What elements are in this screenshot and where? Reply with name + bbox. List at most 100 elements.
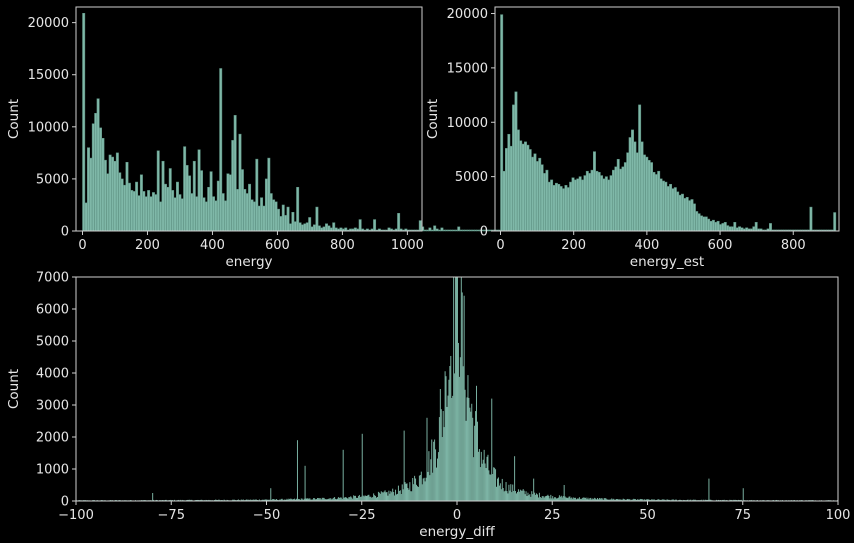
- histogram-bar: [638, 499, 640, 501]
- histogram-bar: [709, 220, 713, 232]
- histogram-bar: [647, 160, 651, 232]
- histogram-bar: [697, 213, 701, 232]
- histogram-bar: [250, 199, 254, 232]
- histogram-bar: [315, 499, 317, 501]
- histogram-bar: [528, 495, 530, 501]
- histogram-bar: [661, 180, 665, 232]
- histogram-bar: [447, 229, 451, 232]
- histogram-bar: [593, 151, 596, 232]
- histogram-bar: [653, 499, 655, 501]
- histogram-bar: [267, 157, 271, 232]
- histogram-bar: [535, 161, 539, 232]
- histogram-bar: [477, 451, 479, 501]
- histogram-bar: [286, 206, 290, 232]
- histogram-bar: [578, 497, 580, 501]
- histogram-bar: [256, 499, 257, 501]
- histogram-bar: [291, 212, 295, 232]
- histogram-bar: [332, 498, 334, 501]
- histogram-bar: [280, 498, 282, 501]
- histogram-bar: [637, 499, 638, 501]
- histogram-bar: [464, 389, 466, 501]
- histogram-bar: [186, 499, 188, 501]
- histogram-bar: [633, 498, 635, 501]
- histogram-bar: [454, 229, 458, 232]
- histogram-bar: [432, 472, 434, 501]
- histogram-bar: [350, 496, 352, 501]
- histogram-bar: [539, 497, 541, 501]
- histogram-bar: [600, 175, 604, 232]
- histogram-bar: [429, 475, 431, 501]
- histogram-bar: [662, 499, 664, 501]
- histogram-bar: [667, 499, 669, 501]
- histogram-bar: [269, 193, 273, 232]
- histogram-bar: [322, 226, 326, 232]
- histogram-bar: [613, 498, 615, 501]
- histogram-bar: [379, 493, 381, 501]
- histogram-bar: [326, 499, 328, 501]
- histogram-bar: [115, 152, 119, 232]
- histogram-bar: [439, 389, 441, 501]
- histogram-bar: [118, 172, 122, 232]
- histogram-bar: [663, 499, 665, 501]
- histogram-bar: [683, 198, 687, 232]
- histogram-bar: [273, 499, 275, 501]
- histogram-bar: [425, 477, 427, 501]
- histogram-bar: [618, 499, 620, 501]
- histogram-bar: [347, 498, 349, 501]
- histogram-bar: [197, 499, 199, 501]
- histogram-bar: [120, 178, 124, 232]
- histogram-bar: [621, 166, 625, 232]
- histogram-bar: [366, 495, 368, 501]
- histogram-bar: [228, 174, 232, 232]
- histogram-bar: [472, 417, 474, 501]
- histogram-bar: [337, 497, 339, 501]
- histogram-bar: [389, 493, 391, 501]
- histogram-bar: [672, 499, 674, 501]
- histogram-bar: [420, 471, 422, 501]
- y-tick-label: 7000: [36, 271, 69, 286]
- histogram-bar: [287, 499, 289, 501]
- histogram-bar: [299, 499, 301, 501]
- histogram-bar: [546, 495, 548, 501]
- histogram-bar: [373, 493, 375, 501]
- histogram-bar: [492, 474, 494, 501]
- histogram-bar: [99, 127, 102, 232]
- histogram-bar: [728, 226, 732, 232]
- histogram-bar: [488, 229, 492, 232]
- histogram-bar: [633, 141, 637, 232]
- histogram-bar: [714, 222, 718, 232]
- histogram-bar: [652, 499, 654, 501]
- histogram-bar: [377, 491, 379, 501]
- histogram-bar: [348, 497, 350, 501]
- histogram-bar: [480, 451, 482, 501]
- histogram-bar: [457, 226, 461, 232]
- bars: [500, 14, 837, 232]
- histogram-bar: [388, 490, 390, 501]
- histogram-bar: [200, 499, 202, 501]
- histogram-bar: [94, 113, 98, 232]
- histogram-bar: [448, 379, 450, 501]
- histogram-bar: [583, 497, 585, 501]
- histogram-bar: [532, 494, 534, 501]
- histogram-bar: [597, 498, 598, 501]
- histogram-bar: [260, 197, 264, 232]
- histogram-bar: [522, 489, 524, 501]
- histogram-bar: [137, 195, 141, 232]
- histogram-bar: [597, 499, 599, 501]
- histogram-bar: [512, 484, 514, 501]
- histogram-bar: [514, 456, 516, 501]
- histogram-bar: [708, 478, 710, 501]
- histogram-bar: [673, 499, 675, 501]
- histogram-bar: [577, 498, 578, 501]
- histogram-bar: [549, 498, 551, 501]
- histogram-bar: [438, 229, 441, 232]
- histogram-bar: [252, 201, 256, 232]
- histogram-bar: [478, 449, 480, 501]
- histogram-bar: [368, 494, 370, 501]
- histogram-bar: [406, 483, 408, 501]
- histogram-bar: [151, 192, 155, 232]
- histogram-bar: [635, 152, 639, 232]
- histogram-bar: [561, 497, 563, 501]
- histogram-bar: [519, 489, 521, 501]
- x-tick-label: 800: [781, 238, 806, 253]
